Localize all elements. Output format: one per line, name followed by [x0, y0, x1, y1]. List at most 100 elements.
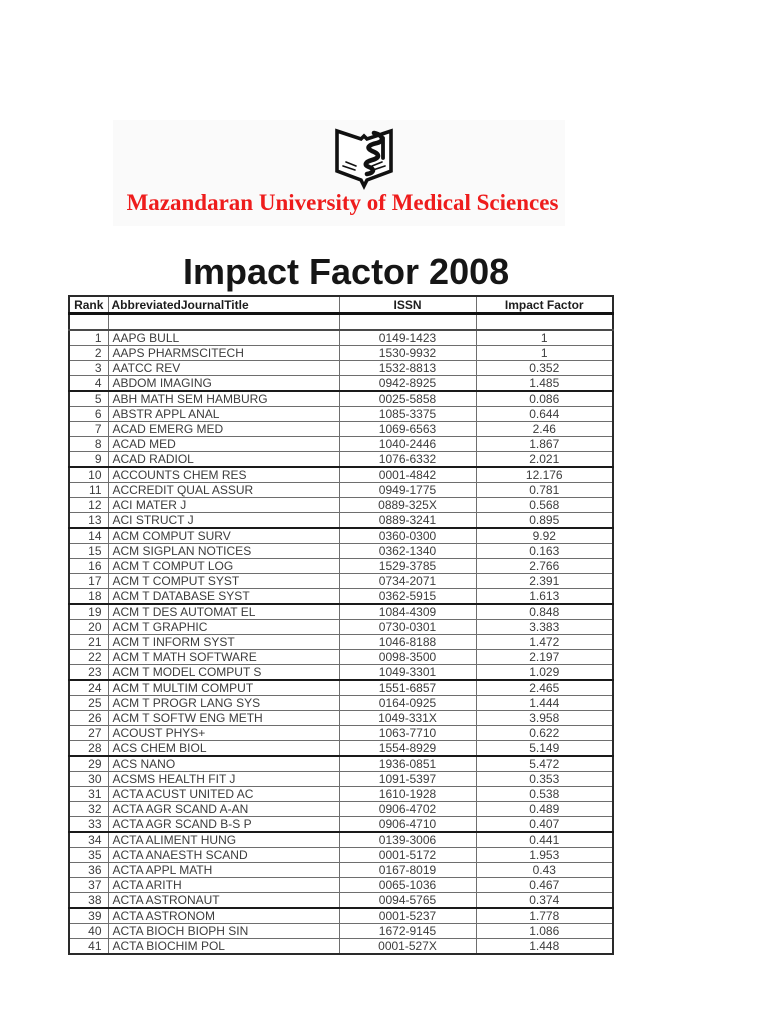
impact-factor-cell: 2.465: [475, 679, 614, 696]
table-row: 11 ACCREDIT QUAL ASSUR 0949-1775 0.781: [68, 482, 614, 498]
journal-title-cell: ACM T COMPUT LOG: [107, 558, 340, 574]
rank-cell: 12: [68, 497, 109, 513]
rank-cell: 9: [68, 451, 109, 468]
issn-cell: 0094-5765: [338, 892, 477, 909]
issn-cell: 0164-0925: [338, 695, 477, 711]
table-row: 10 ACCOUNTS CHEM RES 0001-4842 12.176: [68, 466, 614, 483]
impact-factor-cell: 0.353: [475, 771, 614, 787]
table-row: 38 ACTA ASTRONAUT 0094-5765 0.374: [68, 892, 614, 909]
journal-title-cell: ABSTR APPL ANAL: [107, 406, 340, 422]
issn-cell: 1049-3301: [338, 664, 477, 681]
table-row: 24 ACM T MULTIM COMPUT 1551-6857 2.465: [68, 679, 614, 696]
table-row: 28 ACS CHEM BIOL 1554-8929 5.149: [68, 740, 614, 757]
impact-factor-cell: 1.448: [475, 938, 614, 955]
impact-factor-cell: 1.472: [475, 634, 614, 650]
rank-cell: 37: [68, 877, 109, 893]
table-row: 32 ACTA AGR SCAND A-AN 0906-4702 0.489: [68, 801, 614, 817]
journal-title-cell: ACM COMPUT SURV: [107, 527, 340, 544]
impact-factor-cell: 2.766: [475, 558, 614, 574]
issn-cell: 0949-1775: [338, 482, 477, 498]
table-row: 5 ABH MATH SEM HAMBURG 0025-5858 0.086: [68, 390, 614, 407]
journal-title-cell: ACM T MATH SOFTWARE: [107, 649, 340, 665]
rank-cell: 38: [68, 892, 109, 909]
rank-cell: 15: [68, 543, 109, 559]
journal-title-cell: ACTA ARITH: [107, 877, 340, 893]
journal-title-cell: ACTA ANAESTH SCAND: [107, 847, 340, 863]
issn-cell: 0906-4702: [338, 801, 477, 817]
issn-cell: 0167-8019: [338, 862, 477, 878]
rank-cell: 27: [68, 725, 109, 741]
impact-factor-cell: 0.163: [475, 543, 614, 559]
impact-factor-cell: 2.46: [475, 421, 614, 437]
impact-factor-cell: 5.472: [475, 755, 614, 772]
impact-factor-cell: 1.444: [475, 695, 614, 711]
impact-factor-cell: 1.086: [475, 923, 614, 939]
issn-cell: 1046-8188: [338, 634, 477, 650]
journal-title-cell: AAPS PHARMSCITECH: [107, 345, 340, 361]
table-row: 19 ACM T DES AUTOMAT EL 1084-4309 0.848: [68, 603, 614, 620]
table-row: 16 ACM T COMPUT LOG 1529-3785 2.766: [68, 558, 614, 574]
rank-cell: 25: [68, 695, 109, 711]
issn-cell: 0362-5915: [338, 588, 477, 605]
journal-title-cell: ACM SIGPLAN NOTICES: [107, 543, 340, 559]
journal-title-cell: ACAD MED: [107, 436, 340, 452]
issn-cell: 0362-1340: [338, 543, 477, 559]
column-header-journal-title: AbbreviatedJournalTitle: [107, 295, 340, 315]
journal-title-cell: ACTA AGR SCAND B-S P: [107, 816, 340, 833]
journal-title-cell: ACOUST PHYS+: [107, 725, 340, 741]
journal-title-cell: ACM T DES AUTOMAT EL: [107, 603, 340, 620]
table-row: 6 ABSTR APPL ANAL 1085-3375 0.644: [68, 406, 614, 422]
impact-factor-cell: 5.149: [475, 740, 614, 757]
journal-title-cell: ACCREDIT QUAL ASSUR: [107, 482, 340, 498]
university-book-emblem-icon: [334, 126, 394, 192]
impact-factor-cell: 0.644: [475, 406, 614, 422]
journal-title-cell: ACTA ALIMENT HUNG: [107, 831, 340, 848]
impact-factor-cell: 0.895: [475, 512, 614, 529]
issn-cell: 0889-325X: [338, 497, 477, 513]
journal-title-cell: ACTA ASTRONAUT: [107, 892, 340, 909]
table-row: 1 AAPG BULL 0149-1423 1: [68, 329, 614, 346]
table-row: 17 ACM T COMPUT SYST 0734-2071 2.391: [68, 573, 614, 589]
impact-factor-cell: 12.176: [475, 466, 614, 483]
impact-factor-cell: 9.92: [475, 527, 614, 544]
rank-cell: 35: [68, 847, 109, 863]
journal-title-cell: ACTA ACUST UNITED AC: [107, 786, 340, 802]
issn-cell: 0001-527X: [338, 938, 477, 955]
impact-factor-cell: 1.029: [475, 664, 614, 681]
rank-cell: 23: [68, 664, 109, 681]
impact-factor-cell: 2.391: [475, 573, 614, 589]
page-title: Impact Factor 2008: [183, 251, 510, 292]
rank-cell: 11: [68, 482, 109, 498]
rank-cell: 40: [68, 923, 109, 939]
table-row: 12 ACI MATER J 0889-325X 0.568: [68, 497, 614, 513]
table-row: 40 ACTA BIOCH BIOPH SIN 1672-9145 1.086: [68, 923, 614, 939]
journal-title-cell: ACTA BIOCH BIOPH SIN: [107, 923, 340, 939]
issn-cell: 1532-8813: [338, 360, 477, 376]
impact-factor-cell: 3.958: [475, 710, 614, 726]
impact-factor-cell: 1.953: [475, 847, 614, 863]
issn-cell: 1529-3785: [338, 558, 477, 574]
journal-title-cell: ACM T DATABASE SYST: [107, 588, 340, 605]
table-row: 30 ACSMS HEALTH FIT J 1091-5397 0.353: [68, 771, 614, 787]
table-row: 3 AATCC REV 1532-8813 0.352: [68, 360, 614, 376]
issn-cell: 1040-2446: [338, 436, 477, 452]
journal-title-cell: AATCC REV: [107, 360, 340, 376]
rank-cell: 33: [68, 816, 109, 833]
rank-cell: 34: [68, 831, 109, 848]
impact-factor-cell: 0.352: [475, 360, 614, 376]
impact-factor-cell: 0.467: [475, 877, 614, 893]
journal-title-cell: ACSMS HEALTH FIT J: [107, 771, 340, 787]
rank-cell: 7: [68, 421, 109, 437]
rank-cell: 41: [68, 938, 109, 955]
table-row: 23 ACM T MODEL COMPUT S 1049-3301 1.029: [68, 664, 614, 681]
issn-cell: 0001-5237: [338, 907, 477, 924]
table-row: 9 ACAD RADIOL 1076-6332 2.021: [68, 451, 614, 468]
rank-cell: 28: [68, 740, 109, 757]
journal-title-cell: ACM T MULTIM COMPUT: [107, 679, 340, 696]
issn-cell: 1936-0851: [338, 755, 477, 772]
rank-cell: 36: [68, 862, 109, 878]
rank-cell: 18: [68, 588, 109, 605]
issn-cell: 0889-3241: [338, 512, 477, 529]
impact-factor-cell: 0.407: [475, 816, 614, 833]
impact-factor-cell: 0.538: [475, 786, 614, 802]
